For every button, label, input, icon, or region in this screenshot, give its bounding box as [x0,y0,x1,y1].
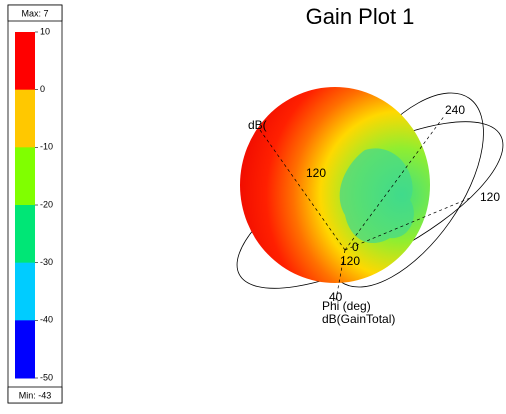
legend-min: Min: -43 [19,390,52,400]
annotation: Phi (deg) [322,299,371,313]
title: Gain Plot 1 [306,4,415,29]
colorbar: 10 0 -10 -20 -30 -40 -50 [15,26,53,382]
annotation: 120 [306,166,326,180]
colorbar-tick-label: -40 [40,315,53,325]
colorbar-band [15,147,35,206]
colorbar-tick-label: -30 [40,257,53,267]
annotation: 240 [445,103,465,117]
colorbar-band [15,262,35,321]
colorbar-tick-label: 10 [40,26,50,36]
colorbar-tick-label: -50 [40,372,53,382]
axis-line [344,197,471,251]
colorbar-tick-label: -20 [40,199,53,209]
colorbar-band [15,89,35,148]
annotation: 120 [480,190,500,204]
annotation: 40 [329,290,343,304]
annotation: dB( [248,118,267,132]
axis-line [344,114,446,251]
colorbar-tick-label: -10 [40,142,53,152]
annotation: 120 [340,254,360,268]
colorbar-tick-label: 0 [40,84,45,94]
legend-max: Max: 7 [21,8,48,18]
colorbar-band [15,205,35,264]
colorbar-band [15,32,35,91]
legend-max-box [7,4,63,22]
annotation: 0 [352,240,359,254]
colorbar-band [15,320,35,379]
pattern-lobe [339,148,414,244]
axis-line [259,129,346,251]
annotation: dB(GainTotal) [322,312,395,326]
legend-min-box [7,386,63,404]
